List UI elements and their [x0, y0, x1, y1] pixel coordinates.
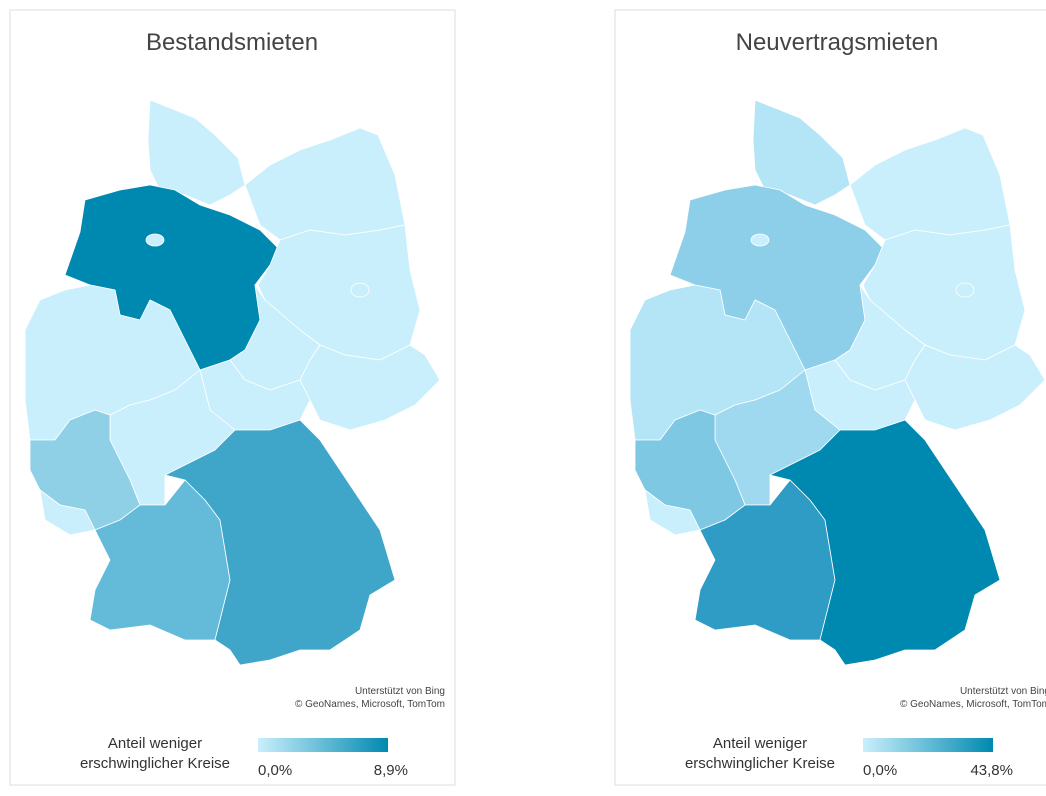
- region: [769, 419, 1001, 666]
- panel-title: Bestandsmieten: [146, 29, 318, 56]
- city-enclave: [145, 233, 165, 247]
- legend-label: erschwinglicher Kreise: [685, 755, 835, 772]
- legend-min: 0,0%: [863, 762, 897, 779]
- legend-min: 0,0%: [258, 762, 292, 779]
- attribution: Unterstützt von Bing: [960, 686, 1046, 697]
- legend-max: 8,9%: [374, 762, 408, 779]
- legend-label: Anteil weniger: [713, 735, 807, 752]
- legend-bar: [863, 738, 993, 752]
- legend-label: Anteil weniger: [108, 735, 202, 752]
- region: [164, 419, 396, 666]
- region: [849, 127, 1011, 241]
- attribution: © GeoNames, Microsoft, TomTom: [295, 699, 445, 710]
- panel-frame: [9, 9, 456, 786]
- panel-frame: [614, 9, 1046, 786]
- map: [24, 99, 441, 666]
- map-panel: Bestandsmieten Unterstützt von Bing © GeoN…: [9, 9, 456, 786]
- panel-title: Neuvertragsmieten: [736, 29, 939, 56]
- region: [299, 344, 441, 431]
- region: [244, 127, 406, 241]
- city-enclave: [350, 282, 370, 298]
- attribution: Unterstützt von Bing: [355, 686, 445, 697]
- legend-label: erschwinglicher Kreise: [80, 755, 230, 772]
- city-enclave: [750, 233, 770, 247]
- city-enclave: [955, 282, 975, 298]
- region: [904, 344, 1046, 431]
- map-panel: Neuvertragsmieten Unterstützt von Bing © G…: [614, 9, 1046, 786]
- map: [629, 99, 1046, 666]
- region: [752, 99, 851, 206]
- legend-bar: [258, 738, 388, 752]
- legend-max: 43,8%: [970, 762, 1013, 779]
- attribution: © GeoNames, Microsoft, TomTom: [900, 699, 1046, 710]
- region: [147, 99, 246, 206]
